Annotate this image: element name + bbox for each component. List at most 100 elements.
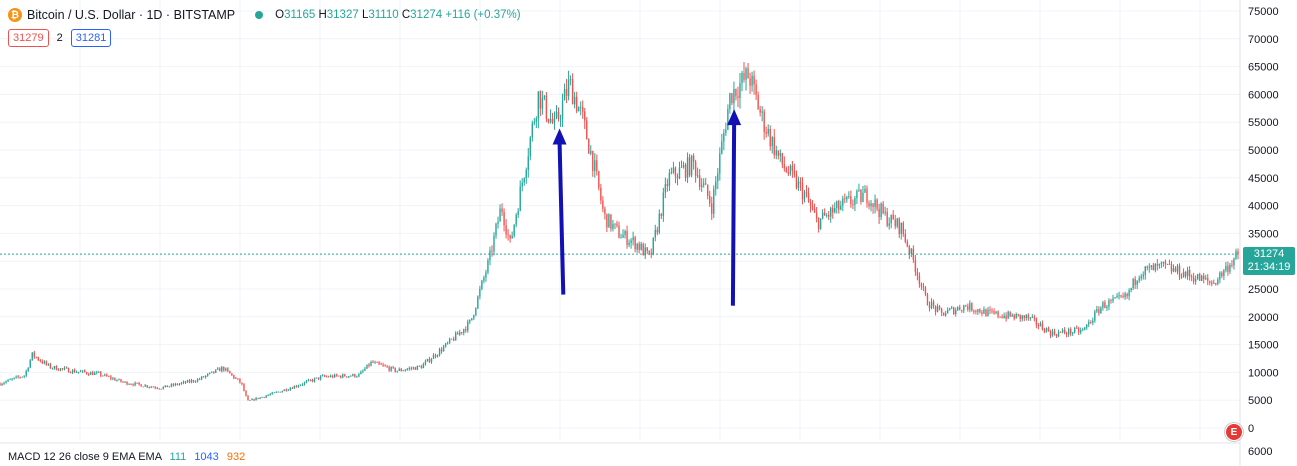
candle-body bbox=[45, 361, 48, 365]
y-tick-label: 5000 bbox=[1248, 395, 1272, 407]
candle-body bbox=[400, 369, 402, 371]
candle-body bbox=[696, 175, 699, 177]
candle-body bbox=[1122, 296, 1124, 297]
candle-body bbox=[396, 370, 398, 372]
candle-body bbox=[491, 250, 493, 252]
candle-body bbox=[430, 359, 433, 362]
candle-body bbox=[705, 183, 707, 185]
candle-body bbox=[104, 374, 106, 376]
candle-body bbox=[41, 361, 44, 364]
candle-body bbox=[275, 391, 277, 393]
candle-body bbox=[229, 370, 231, 374]
candle-body bbox=[1140, 276, 1142, 279]
candle-body bbox=[31, 352, 33, 360]
candle-body bbox=[513, 224, 515, 236]
candle-body bbox=[206, 373, 209, 376]
symbol-title[interactable]: Bitcoin / U.S. Dollar · 1D · BITSTAMP bbox=[27, 8, 236, 22]
buy-button[interactable]: 31281 bbox=[70, 29, 112, 47]
candle-body bbox=[450, 338, 453, 340]
candle-body bbox=[1130, 287, 1132, 291]
candle-body bbox=[436, 355, 439, 357]
candle-body bbox=[33, 352, 35, 357]
candle-body bbox=[983, 309, 985, 314]
candle-body bbox=[295, 385, 298, 387]
sell-button[interactable]: 31279 bbox=[8, 29, 49, 47]
candle-body bbox=[646, 247, 648, 251]
candle-body bbox=[830, 207, 832, 217]
candle-body bbox=[573, 96, 576, 105]
candle-body bbox=[1146, 266, 1148, 268]
candle-body bbox=[670, 172, 673, 174]
candle-body bbox=[465, 329, 467, 331]
candle-body bbox=[920, 283, 923, 287]
candle-body bbox=[372, 361, 374, 363]
candle-body bbox=[108, 376, 110, 378]
candle-body bbox=[709, 195, 711, 204]
market-status-icon[interactable] bbox=[255, 11, 264, 19]
candle-body bbox=[1029, 317, 1032, 319]
candle-body bbox=[711, 203, 713, 214]
candle-body bbox=[253, 398, 255, 401]
candle-body bbox=[898, 218, 900, 234]
candle-body bbox=[88, 373, 90, 375]
candle-body bbox=[11, 378, 13, 380]
candle-body bbox=[1180, 276, 1183, 278]
candle-body bbox=[428, 358, 431, 362]
candle-body bbox=[471, 318, 473, 321]
candle-body bbox=[1080, 330, 1082, 333]
candle-body bbox=[483, 277, 485, 281]
candle-body bbox=[49, 363, 52, 369]
candle-body bbox=[1219, 272, 1221, 280]
candle-body bbox=[1126, 293, 1128, 297]
candle-body bbox=[245, 390, 247, 396]
candle-body bbox=[342, 374, 344, 378]
candle-body bbox=[672, 167, 675, 173]
candle-body bbox=[509, 235, 511, 239]
candle-body bbox=[1104, 302, 1106, 309]
candle-body bbox=[594, 160, 596, 171]
candle-body bbox=[211, 371, 213, 373]
candle-body bbox=[469, 320, 471, 322]
candle-body bbox=[414, 367, 417, 370]
candle-body bbox=[1021, 315, 1023, 320]
candle-body bbox=[1053, 331, 1056, 335]
candle-body bbox=[747, 68, 749, 79]
candle-body bbox=[463, 329, 465, 333]
last-price-badge: 31274 21:34:19 bbox=[1243, 247, 1295, 275]
arrow-shaft bbox=[557, 142, 566, 295]
candle-body bbox=[771, 137, 773, 147]
candle-body bbox=[922, 286, 925, 288]
ohlc-values: O31165 H31327 L31110 C31274 +116 (+0.37%… bbox=[275, 9, 520, 21]
candle-body bbox=[799, 181, 802, 184]
arrow-annotations bbox=[552, 109, 742, 306]
candle-body bbox=[51, 368, 54, 369]
candle-body bbox=[1205, 278, 1207, 280]
candle-body bbox=[444, 343, 447, 347]
candle-body bbox=[1033, 316, 1036, 319]
candle-body bbox=[448, 338, 451, 343]
candle-body bbox=[834, 208, 836, 213]
candle-body bbox=[860, 189, 862, 203]
quantity-value[interactable]: 2 bbox=[56, 32, 63, 44]
candle-body bbox=[765, 132, 767, 134]
candle-body bbox=[390, 366, 392, 371]
candle-body bbox=[1235, 251, 1237, 259]
price-axis[interactable]: 7500070000650006000055000500004500040000… bbox=[1239, 0, 1279, 466]
candle-body bbox=[257, 397, 259, 399]
candle-body bbox=[1229, 264, 1231, 272]
candle-body bbox=[817, 218, 820, 229]
candle-body bbox=[200, 376, 203, 380]
candle-body bbox=[686, 157, 689, 178]
candle-body bbox=[473, 314, 475, 319]
candle-body bbox=[785, 168, 788, 173]
candle-body bbox=[1035, 318, 1038, 326]
candle-body bbox=[1098, 309, 1100, 314]
candle-body bbox=[545, 95, 548, 119]
economic-event-icon[interactable]: E bbox=[1225, 423, 1243, 441]
macd-legend[interactable]: MACD 12 26 close 9 EMA EMA 111 1043 932 bbox=[8, 451, 245, 463]
candle-body bbox=[713, 189, 715, 214]
candle-body bbox=[279, 391, 281, 393]
candle-body bbox=[132, 384, 134, 386]
candle-body bbox=[459, 332, 461, 335]
